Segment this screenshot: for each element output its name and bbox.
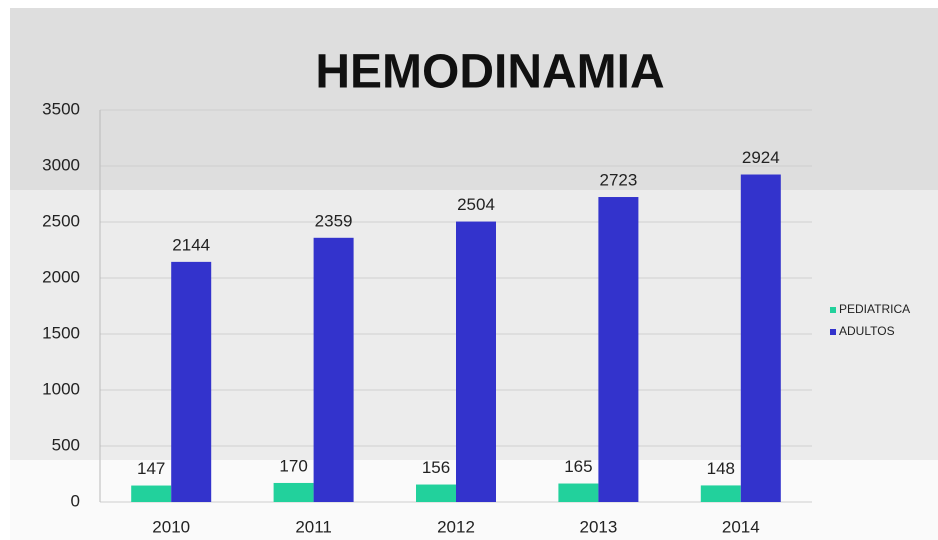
- data-label: 165: [564, 457, 592, 476]
- bar: [598, 197, 639, 503]
- data-label: 170: [279, 456, 307, 475]
- bar: [416, 484, 456, 502]
- x-tick-label: 2013: [579, 517, 617, 536]
- bar: [131, 485, 172, 502]
- legend-swatch: [830, 307, 836, 313]
- bar: [700, 485, 741, 502]
- bar: [171, 261, 212, 502]
- y-tick-label: 2500: [42, 211, 80, 230]
- data-label: 2723: [599, 171, 637, 190]
- legend-label: ADULTOS: [839, 324, 895, 338]
- bar: [740, 174, 781, 502]
- x-tick-label: 2014: [722, 517, 760, 536]
- background-top: [10, 8, 938, 190]
- x-tick-label: 2011: [295, 517, 332, 536]
- bar: [456, 221, 496, 502]
- data-label: 147: [137, 459, 165, 478]
- data-label: 2504: [457, 195, 495, 214]
- data-label: 2359: [315, 211, 353, 230]
- data-label: 2144: [172, 235, 210, 254]
- legend-swatch: [830, 329, 836, 335]
- x-tick-label: 2010: [152, 517, 190, 536]
- y-tick-label: 500: [52, 435, 80, 454]
- data-label: 148: [707, 459, 735, 478]
- y-tick-label: 2000: [42, 267, 80, 286]
- bar: [558, 483, 599, 502]
- y-tick-label: 1500: [42, 323, 80, 342]
- chart-title: HEMODINAMIA: [315, 46, 664, 99]
- y-tick-label: 0: [71, 491, 80, 510]
- data-label: 156: [422, 458, 450, 477]
- bar: [273, 482, 314, 502]
- y-tick-label: 3500: [42, 99, 80, 118]
- y-tick-label: 1000: [42, 379, 80, 398]
- x-tick-label: 2012: [437, 517, 475, 536]
- bar: [313, 237, 354, 503]
- data-label: 2924: [742, 148, 780, 167]
- legend-label: PEDIATRICA: [839, 302, 910, 316]
- y-tick-label: 3000: [42, 155, 80, 174]
